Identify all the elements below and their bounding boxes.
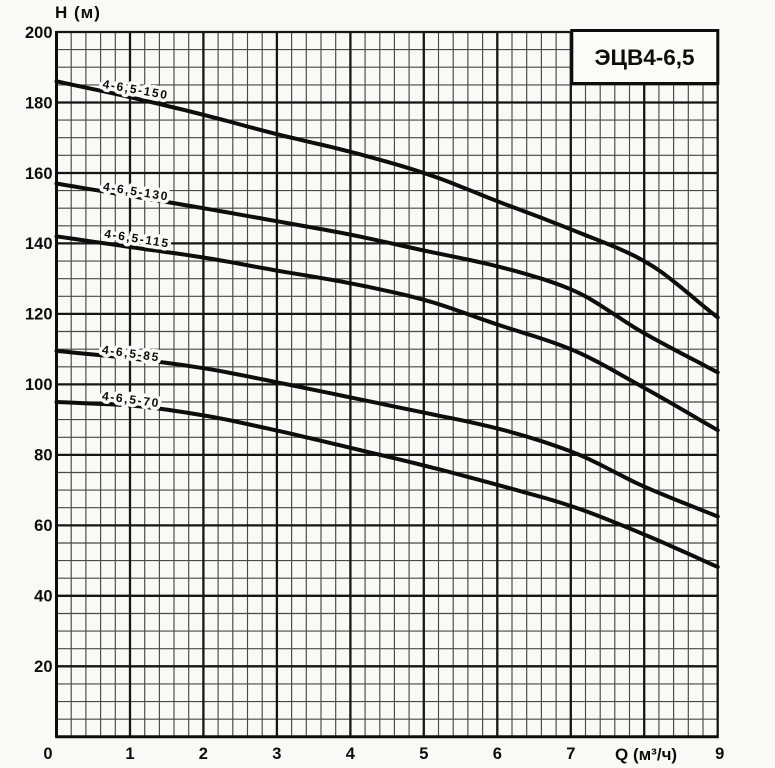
svg-text:6: 6 <box>493 745 502 763</box>
svg-text:200: 200 <box>25 24 53 42</box>
svg-text:160: 160 <box>25 165 53 183</box>
svg-text:60: 60 <box>34 517 52 535</box>
svg-text:20: 20 <box>34 658 52 676</box>
svg-text:9: 9 <box>715 745 724 763</box>
svg-text:ЭЦВ4-6,5: ЭЦВ4-6,5 <box>595 45 695 70</box>
svg-text:H (м): H (м) <box>55 3 101 22</box>
svg-text:Q (м³/ч): Q (м³/ч) <box>615 745 677 764</box>
svg-text:2: 2 <box>199 745 208 763</box>
svg-text:80: 80 <box>34 447 52 465</box>
svg-text:100: 100 <box>25 376 53 394</box>
svg-text:7: 7 <box>566 745 575 763</box>
svg-text:5: 5 <box>419 745 428 763</box>
svg-text:1: 1 <box>125 745 134 763</box>
svg-text:120: 120 <box>25 306 53 324</box>
svg-text:40: 40 <box>34 588 52 606</box>
svg-text:4: 4 <box>346 745 356 763</box>
svg-text:3: 3 <box>272 745 281 763</box>
svg-text:140: 140 <box>25 235 53 253</box>
svg-text:180: 180 <box>25 94 53 112</box>
svg-text:0: 0 <box>43 745 52 763</box>
